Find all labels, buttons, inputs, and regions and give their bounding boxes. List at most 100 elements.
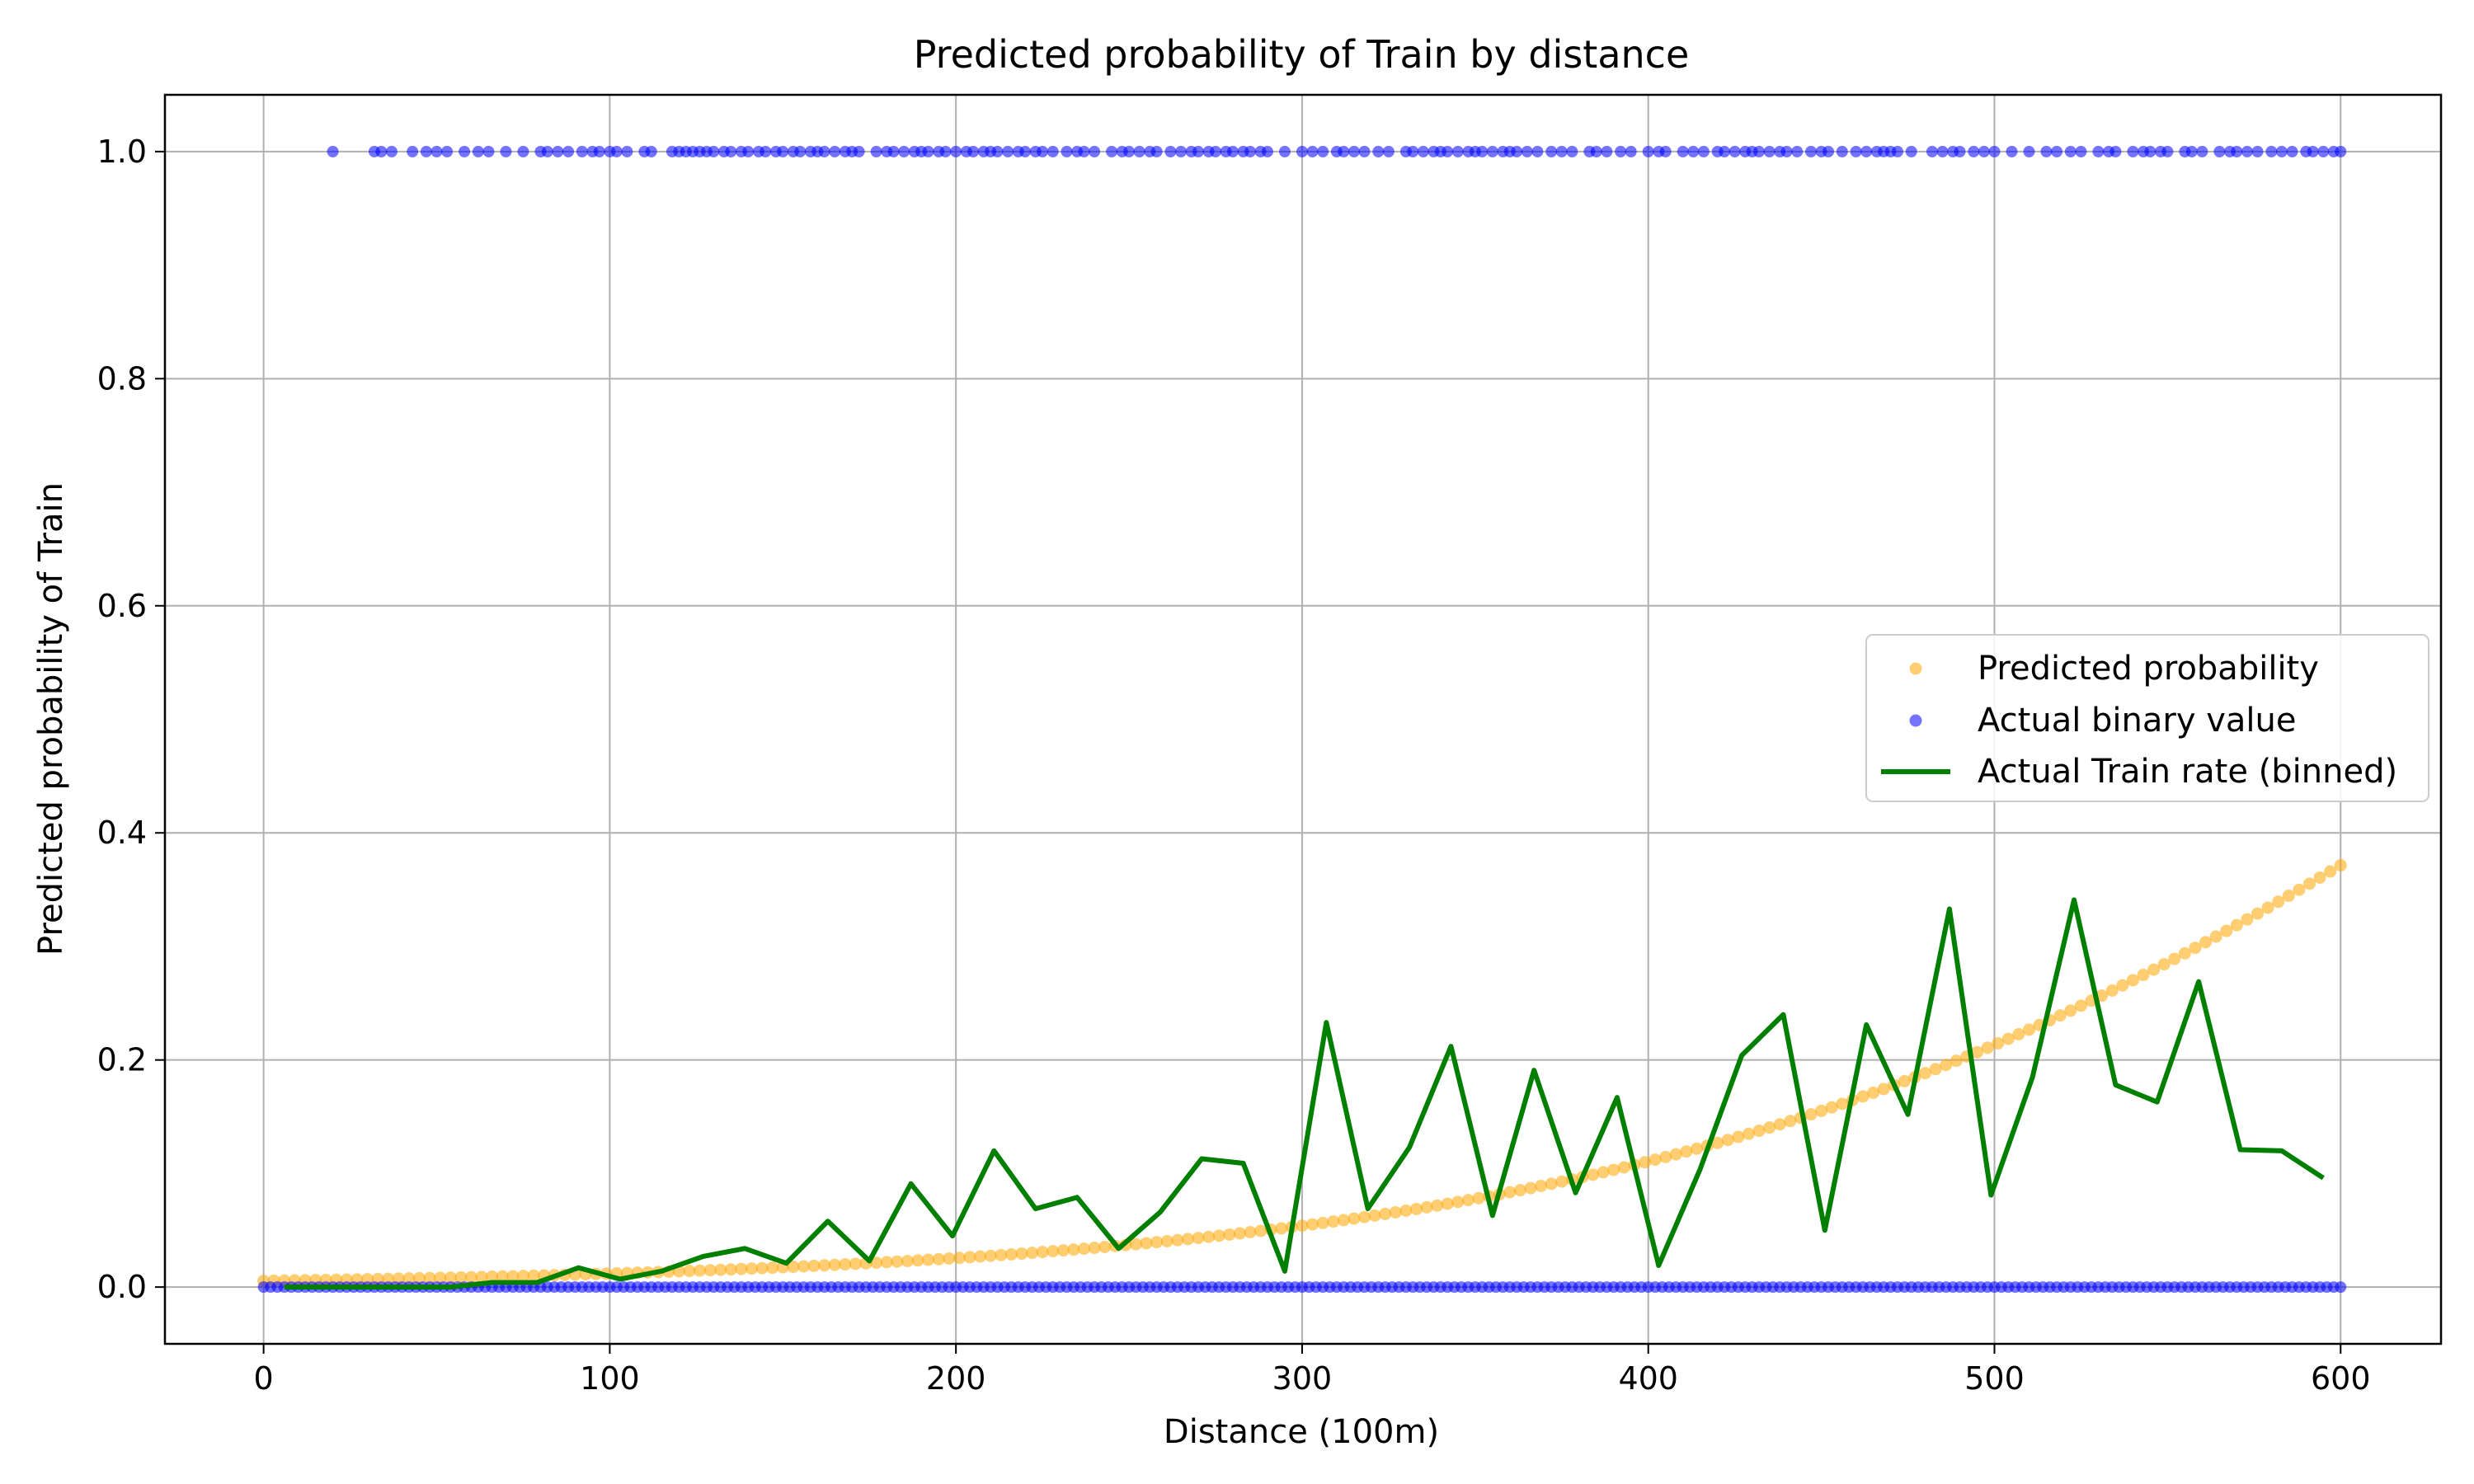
predicted-point bbox=[423, 1271, 436, 1284]
predicted-point bbox=[486, 1270, 499, 1284]
actual-point bbox=[1860, 145, 1873, 157]
actual-point bbox=[1531, 145, 1544, 157]
predicted-point bbox=[1327, 1215, 1340, 1228]
predicted-point bbox=[1825, 1101, 1838, 1114]
predicted-point bbox=[1192, 1232, 1205, 1245]
actual-point bbox=[1451, 145, 1464, 157]
actual-point bbox=[645, 145, 657, 157]
actual-point bbox=[2127, 145, 2139, 157]
predicted-point bbox=[995, 1248, 1008, 1261]
actual-point bbox=[2213, 145, 2226, 157]
actual-point bbox=[1348, 145, 1360, 157]
actual-point bbox=[327, 145, 339, 157]
actual-point bbox=[2023, 145, 2035, 157]
predicted-point bbox=[2074, 999, 2087, 1012]
predicted-point bbox=[1929, 1063, 1942, 1076]
predicted-point bbox=[1732, 1130, 1745, 1144]
predicted-point bbox=[2147, 963, 2161, 976]
actual-point bbox=[1836, 145, 1848, 157]
actual-point bbox=[1358, 145, 1371, 157]
predicted-point bbox=[506, 1270, 520, 1283]
predicted-point bbox=[1659, 1150, 1672, 1163]
x-tick-label: 200 bbox=[926, 1360, 986, 1397]
actual-point bbox=[1175, 145, 1188, 157]
actual-point bbox=[2109, 145, 2122, 157]
predicted-point bbox=[755, 1261, 769, 1275]
actual-point bbox=[1926, 145, 1938, 157]
actual-point bbox=[385, 145, 397, 157]
actual-point bbox=[1278, 145, 1291, 157]
actual-point bbox=[2092, 145, 2105, 157]
predicted-point bbox=[1649, 1153, 1662, 1167]
actual-point bbox=[1905, 145, 1917, 157]
y-tick-label: 0.8 bbox=[97, 360, 147, 397]
predicted-point bbox=[475, 1270, 488, 1284]
predicted-point bbox=[694, 1264, 707, 1277]
actual-point bbox=[621, 145, 633, 157]
predicted-point bbox=[444, 1271, 457, 1284]
actual-point bbox=[541, 145, 553, 157]
predicted-point bbox=[1524, 1181, 1537, 1195]
actual-point bbox=[1317, 145, 1329, 157]
actual-point bbox=[2241, 145, 2253, 157]
actual-point bbox=[1037, 145, 1049, 157]
predicted-point bbox=[1587, 1168, 1600, 1181]
predicted-point bbox=[1773, 1118, 1786, 1131]
predicted-point bbox=[2189, 942, 2202, 955]
predicted-point bbox=[1992, 1037, 2005, 1050]
predicted-point bbox=[1940, 1059, 1953, 1072]
actual-point bbox=[939, 145, 952, 157]
predicted-point bbox=[1711, 1136, 1724, 1149]
predicted-point bbox=[1763, 1121, 1776, 1134]
y-tick-label: 0.4 bbox=[97, 815, 147, 851]
predicted-point bbox=[1379, 1207, 1392, 1220]
actual-point bbox=[1150, 145, 1163, 157]
actual-point bbox=[1545, 145, 1558, 157]
actual-point bbox=[1763, 145, 1776, 157]
predicted-point bbox=[1399, 1204, 1413, 1217]
actual-point bbox=[1753, 145, 1766, 157]
predicted-point bbox=[943, 1252, 956, 1266]
y-tick-label: 0.2 bbox=[97, 1042, 147, 1078]
actual-point bbox=[2317, 145, 2330, 157]
predicted-point bbox=[1856, 1090, 1870, 1103]
legend-box bbox=[1865, 634, 2429, 802]
predicted-point bbox=[1015, 1247, 1028, 1261]
predicted-point bbox=[703, 1264, 717, 1277]
predicted-point bbox=[1129, 1237, 1142, 1251]
actual-point bbox=[1192, 145, 1205, 157]
legend-marker-actual bbox=[1909, 714, 1922, 727]
predicted-point bbox=[1026, 1247, 1039, 1260]
actual-point bbox=[1891, 145, 1903, 157]
legend-label-predicted: Predicted probability bbox=[1978, 650, 2319, 688]
predicted-point bbox=[2064, 1004, 2077, 1017]
predicted-point bbox=[1451, 1195, 1465, 1209]
actual-point bbox=[1615, 145, 1627, 157]
predicted-point bbox=[2157, 958, 2171, 971]
actual-point bbox=[420, 145, 432, 157]
actual-point bbox=[1002, 145, 1014, 157]
predicted-point bbox=[527, 1269, 540, 1282]
predicted-point bbox=[1804, 1108, 1818, 1121]
actual-point bbox=[1936, 145, 1949, 157]
legend-label-actual: Actual binary value bbox=[1978, 702, 2296, 740]
actual-point bbox=[1555, 145, 1568, 157]
predicted-point bbox=[1036, 1246, 1049, 1259]
actual-point bbox=[1805, 145, 1818, 157]
actual-point bbox=[898, 145, 910, 157]
actual-point bbox=[2051, 145, 2063, 157]
predicted-point bbox=[1337, 1214, 1350, 1227]
predicted-point bbox=[952, 1252, 966, 1265]
predicted-point bbox=[745, 1262, 759, 1275]
actual-point bbox=[1123, 145, 1136, 157]
y-axis-label: Predicted probability of Train bbox=[32, 482, 70, 956]
predicted-point bbox=[2324, 865, 2337, 878]
predicted-point bbox=[516, 1270, 529, 1283]
actual-point bbox=[472, 145, 484, 157]
legend-marker-predicted bbox=[1909, 662, 1922, 675]
actual-point bbox=[1791, 145, 1804, 157]
actual-point bbox=[1164, 145, 1177, 157]
actual-point bbox=[887, 145, 900, 157]
actual-point bbox=[922, 145, 934, 157]
predicted-point bbox=[891, 1255, 904, 1268]
